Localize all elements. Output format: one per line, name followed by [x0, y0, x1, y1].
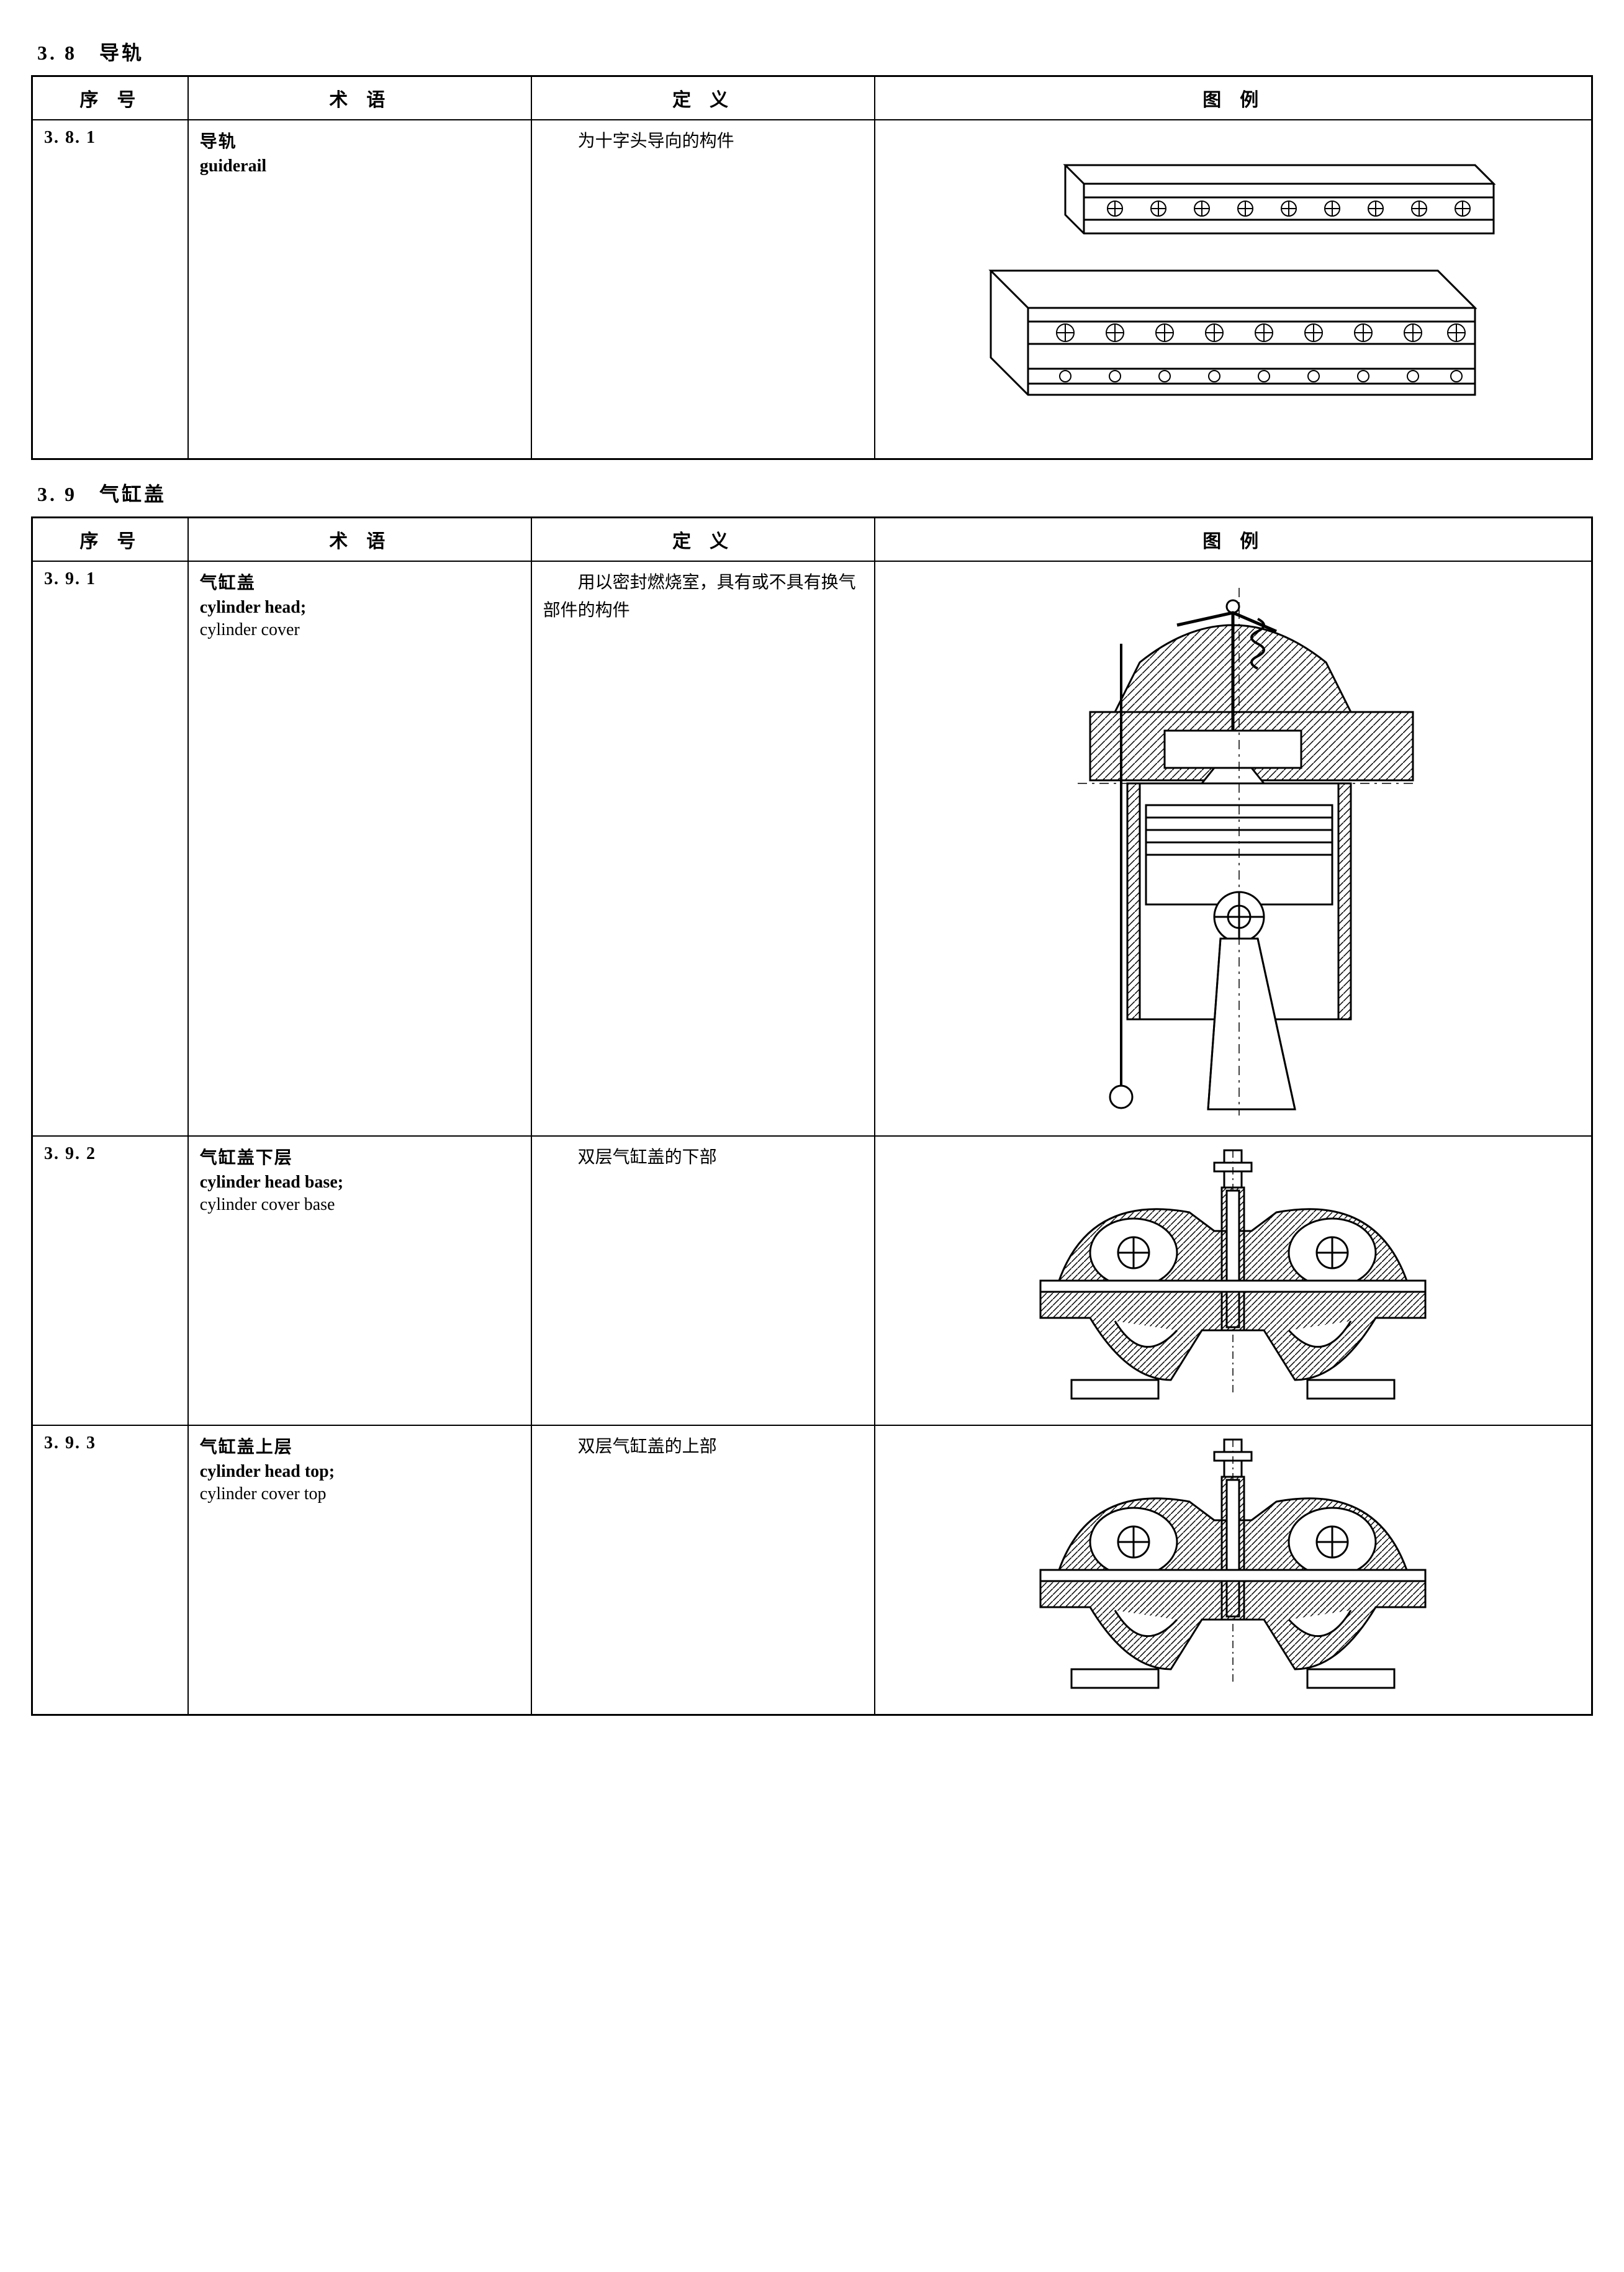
cylinder-head-base-diagram — [991, 1144, 1475, 1417]
col-def: 定义 — [531, 76, 875, 120]
table-3-9: 序号 术语 定义 图例 3. 9. 1 气缸盖 cylinder head; c… — [31, 516, 1593, 1716]
illustration-cell — [875, 120, 1592, 459]
term-en-alt: cylinder cover top — [200, 1484, 520, 1504]
col-illus: 图例 — [875, 76, 1592, 120]
term-cn: 气缸盖下层 — [200, 1144, 520, 1169]
section-number: 3. 8 — [37, 42, 77, 64]
term-en: cylinder head top; — [200, 1462, 520, 1482]
col-seq: 序号 — [32, 518, 188, 562]
col-term: 术语 — [188, 518, 531, 562]
table-row: 3. 9. 1 气缸盖 cylinder head; cylinder cove… — [32, 561, 1592, 1136]
guiderail-diagram — [954, 128, 1512, 451]
cylinder-head-top-diagram — [991, 1433, 1475, 1706]
section-title: 气缸盖 — [99, 483, 166, 505]
seq: 3. 9. 2 — [44, 1144, 96, 1163]
seq: 3. 9. 3 — [44, 1433, 96, 1453]
term-cn: 导轨 — [200, 128, 520, 153]
section-heading-3-8: 3. 8 导轨 — [37, 37, 1593, 66]
col-illus: 图例 — [875, 518, 1592, 562]
section-title: 导轨 — [99, 42, 144, 64]
term-cn: 气缸盖 — [200, 569, 520, 594]
illustration-cell — [875, 1425, 1592, 1715]
term-en: guiderail — [200, 156, 520, 176]
term-en: cylinder head; — [200, 598, 520, 618]
col-seq: 序号 — [32, 76, 188, 120]
seq: 3. 8. 1 — [44, 128, 96, 147]
definition: 用以密封燃烧室，具有或不具有换气部件的构件 — [543, 569, 863, 625]
term-en: cylinder head base; — [200, 1173, 520, 1192]
term-en-alt: cylinder cover — [200, 620, 520, 640]
section-heading-3-9: 3. 9 气缸盖 — [37, 479, 1593, 507]
definition: 双层气缸盖的下部 — [543, 1144, 863, 1172]
table-row: 3. 8. 1 导轨 guiderail 为十字头导向的构件 — [32, 120, 1592, 459]
seq: 3. 9. 1 — [44, 569, 96, 588]
term-cn: 气缸盖上层 — [200, 1433, 520, 1458]
col-def: 定义 — [531, 518, 875, 562]
definition: 双层气缸盖的上部 — [543, 1433, 863, 1461]
term-en-alt: cylinder cover base — [200, 1195, 520, 1215]
section-number: 3. 9 — [37, 483, 77, 505]
table-header-row: 序号 术语 定义 图例 — [32, 76, 1592, 120]
illustration-cell — [875, 1136, 1592, 1425]
cylinder-head-section-diagram — [1016, 569, 1450, 1128]
definition: 为十字头导向的构件 — [543, 128, 863, 156]
col-term: 术语 — [188, 76, 531, 120]
table-header-row: 序号 术语 定义 图例 — [32, 518, 1592, 562]
table-3-8: 序号 术语 定义 图例 3. 8. 1 导轨 guiderail 为十字头导向的… — [31, 75, 1593, 460]
illustration-cell — [875, 561, 1592, 1136]
table-row: 3. 9. 3 气缸盖上层 cylinder head top; cylinde… — [32, 1425, 1592, 1715]
table-row: 3. 9. 2 气缸盖下层 cylinder head base; cylind… — [32, 1136, 1592, 1425]
